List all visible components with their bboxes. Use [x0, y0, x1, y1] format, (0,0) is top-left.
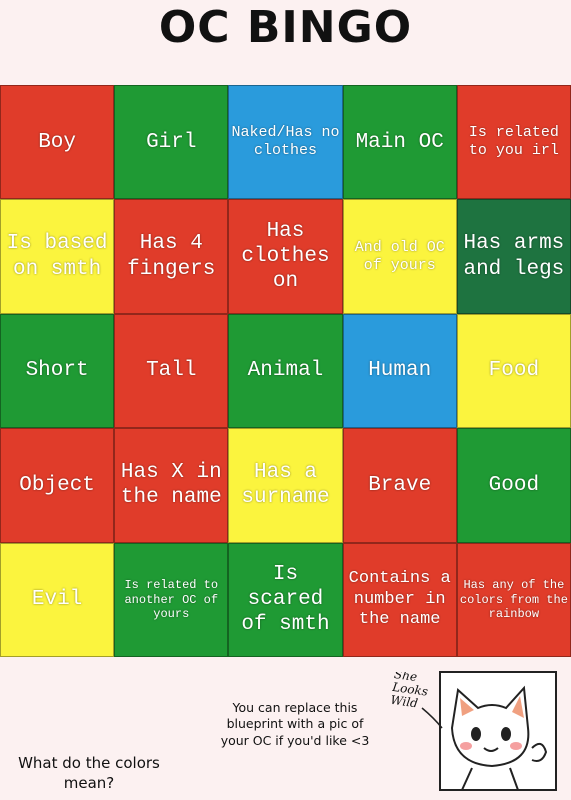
bingo-cell[interactable]: Has a surname — [228, 428, 343, 543]
bingo-cell[interactable]: Has clothes on — [228, 199, 343, 314]
bingo-cell[interactable]: Good — [456, 428, 571, 543]
bingo-cell[interactable]: Human — [342, 313, 457, 429]
bingo-grid: Boy Girl Naked/Has no clothes Main OC Is rel… — [0, 85, 571, 657]
bingo-cell[interactable]: Has X in the name — [114, 428, 229, 543]
bingo-cell[interactable]: Brave — [342, 428, 457, 543]
cat-lines — [461, 742, 548, 791]
bingo-cell[interactable]: Has any of the colors from the rainbow — [456, 542, 571, 657]
cat-eye — [471, 727, 481, 741]
sketch-caption: She Looks Wild — [392, 672, 429, 711]
bingo-cell[interactable]: Has 4 fingers — [114, 199, 229, 314]
caption-box: She Looks Wild — [392, 672, 429, 711]
bingo-cell[interactable]: Naked/Has no clothes — [228, 85, 343, 200]
bingo-cell[interactable]: Tall — [114, 313, 229, 429]
bingo-cell[interactable]: Contains a number in the name — [342, 542, 457, 657]
bingo-cell[interactable]: Girl — [114, 85, 229, 200]
bingo-cell[interactable]: Is related to you irl — [456, 85, 571, 200]
bingo-cell[interactable]: And old OC of yours — [342, 199, 457, 314]
bingo-cell[interactable]: Has arms and legs — [456, 199, 571, 314]
bingo-cell[interactable]: Main OC — [342, 85, 457, 200]
oc-sketch: She Looks Wild — [392, 671, 557, 791]
bingo-cell[interactable]: Short — [0, 313, 115, 429]
question: What do the colors mean? — [18, 754, 160, 792]
note: You can replace this blueprint with a pi… — [220, 700, 370, 748]
cat-eye — [501, 727, 511, 741]
bingo-cell[interactable]: Object — [0, 428, 115, 543]
bingo-cell[interactable]: Animal — [228, 313, 343, 429]
bingo-cell[interactable]: Boy — [0, 85, 115, 200]
bingo-cell[interactable]: Is related to another OC of yours — [114, 542, 229, 657]
bingo-cell[interactable]: Evil — [0, 542, 115, 657]
cat-blush — [460, 742, 472, 750]
cat-blush — [510, 742, 522, 750]
bingo-cell[interactable]: Is scared of smth — [228, 542, 343, 657]
title: OC BINGO — [158, 2, 413, 53]
bingo-cell[interactable]: Food — [456, 313, 571, 429]
bingo-cell[interactable]: Is based on smth — [0, 199, 115, 314]
arrow — [421, 707, 443, 729]
